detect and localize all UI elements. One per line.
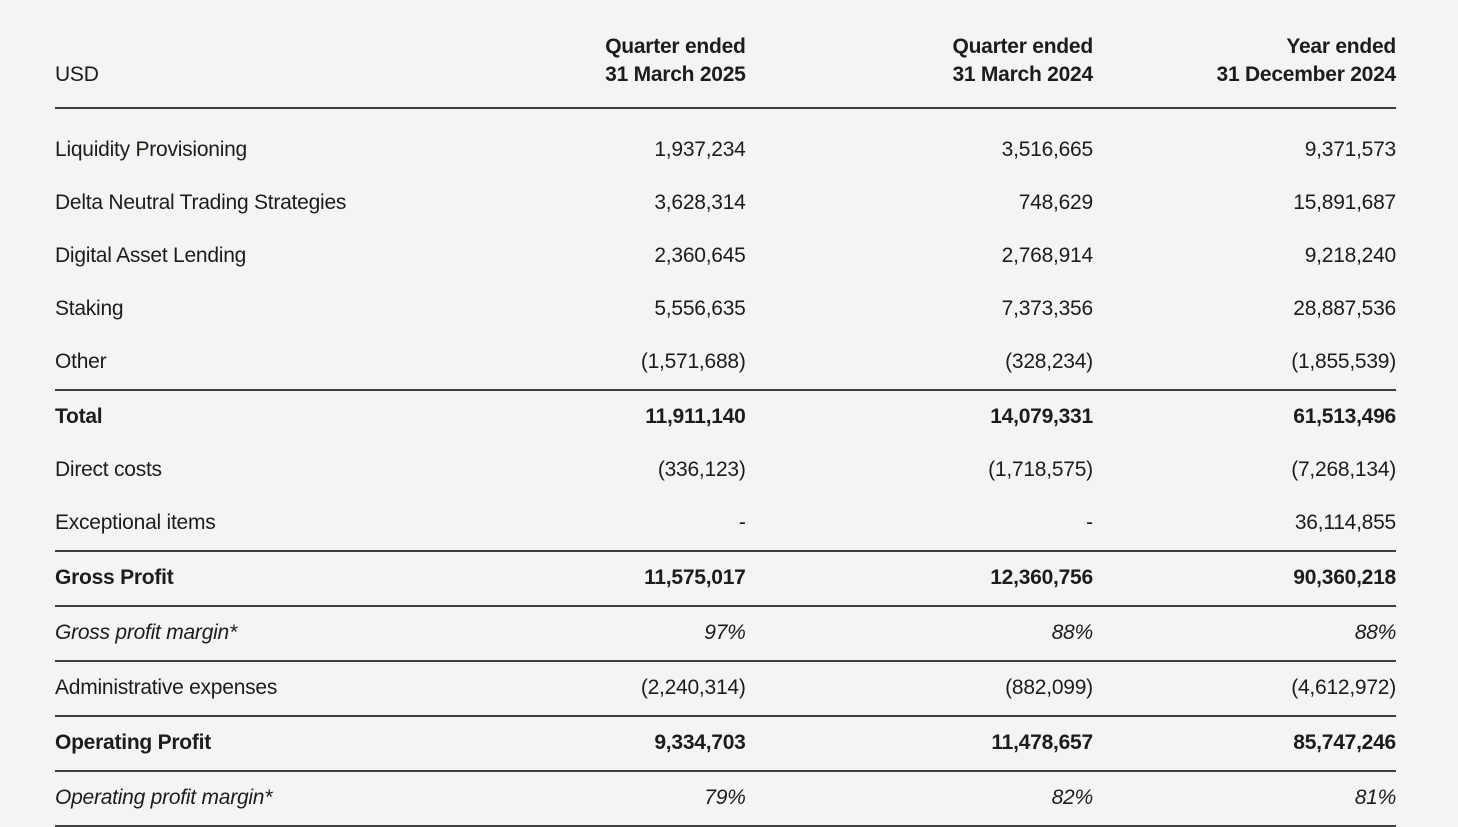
- row-label: Staking: [55, 297, 124, 320]
- column-header-line2: 31 March 2024: [952, 63, 1093, 86]
- row-value: 97%: [418, 606, 746, 662]
- table-row: Delta Neutral Trading Strategies 3,628,31…: [55, 177, 1396, 230]
- row-value: 88%: [745, 606, 1093, 662]
- row-value: -: [745, 497, 1093, 552]
- row-value: 82%: [745, 771, 1093, 827]
- row-label: Gross profit margin*: [55, 606, 419, 662]
- table-row: Gross Profit 11,575,017 12,360,756 90,360,2…: [55, 551, 1396, 607]
- row-value: (7,268,134): [1291, 458, 1396, 481]
- row-value: (1,571,688): [418, 336, 746, 391]
- row-label: Liquidity Provisioning: [55, 138, 247, 161]
- table-row: Direct costs (336,123) (1,718,575) (7,268,1…: [55, 444, 1396, 497]
- row-value: (328,234): [745, 336, 1093, 391]
- column-header-q1-2024: Quarter ended 31 March 2024: [745, 33, 1094, 109]
- row-value: 28,887,536: [1293, 297, 1396, 320]
- unit-label: USD: [55, 33, 419, 109]
- table-row: Liquidity Provisioning 1,937,234 3,516,665…: [55, 108, 1396, 177]
- table-row: Gross profit margin* 97% 88% 88%: [55, 606, 1396, 662]
- row-value: 1,937,234: [654, 138, 746, 161]
- row-value: 7,373,356: [1001, 297, 1094, 320]
- row-value: (2,240,314): [418, 661, 746, 717]
- row-value: 14,079,331: [990, 405, 1093, 428]
- table-row: Operating Profit 9,334,703 11,478,657 85,74…: [55, 716, 1396, 772]
- column-header-line2: 31 December 2024: [1216, 63, 1397, 86]
- row-value: 5,556,635: [654, 297, 746, 320]
- row-label: Exceptional items: [55, 497, 419, 552]
- row-label: Other: [55, 336, 419, 391]
- row-value: -: [418, 497, 746, 552]
- row-value: 3,628,314: [654, 191, 746, 214]
- column-header-line2: 31 March 2025: [605, 63, 746, 86]
- row-value: 85,747,246: [1092, 716, 1396, 772]
- column-header-fy-2024: Year ended 31 December 2024: [1092, 33, 1397, 109]
- column-header-q1-2025: Quarter ended 31 March 2025: [418, 33, 746, 109]
- row-value: (882,099): [745, 661, 1093, 717]
- row-value: 3,516,665: [1001, 138, 1094, 161]
- row-value: 88%: [1092, 606, 1396, 662]
- row-value: 2,360,645: [654, 244, 746, 267]
- row-label: Total: [55, 405, 103, 428]
- row-label: Operating Profit: [55, 716, 419, 772]
- header-row: USD Quarter ended 31 March 2025 Quarter …: [55, 33, 1397, 109]
- row-value: 2,768,914: [1001, 244, 1094, 267]
- row-label: Delta Neutral Trading Strategies: [55, 191, 347, 214]
- row-value: 61,513,496: [1293, 405, 1396, 428]
- column-header-line1: Year ended: [1286, 35, 1396, 58]
- row-value: 81%: [1092, 771, 1396, 827]
- table-row: Administrative expenses (2,240,314) (882,0…: [55, 661, 1396, 717]
- table-header: USD Quarter ended 31 March 2025 Quarter …: [55, 33, 1397, 109]
- row-label: Gross Profit: [55, 551, 419, 607]
- row-value: 11,911,140: [645, 405, 746, 428]
- table-row: Staking 5,556,635 7,373,356 28,887,536: [55, 283, 1396, 336]
- table-row: Total 11,911,140 14,079,331 61,513,496: [55, 390, 1396, 444]
- column-header-line1: Quarter ended: [605, 35, 746, 58]
- row-label: Operating profit margin*: [55, 771, 419, 827]
- row-value: 79%: [418, 771, 746, 827]
- income-statement-table: USD Quarter ended 31 March 2025 Quarter …: [55, 33, 1396, 827]
- row-value: (4,612,972): [1092, 661, 1396, 717]
- row-label: Digital Asset Lending: [55, 244, 247, 267]
- row-value: (1,718,575): [988, 458, 1093, 481]
- row-value: 11,575,017: [418, 551, 746, 607]
- table-body: Liquidity Provisioning 1,937,234 3,516,665…: [55, 108, 1396, 827]
- row-value: (336,123): [657, 458, 746, 481]
- row-value: 9,218,240: [1304, 244, 1397, 267]
- table-row: Exceptional items - -36,114,855: [55, 497, 1396, 552]
- table-row: Operating profit margin* 79% 82% 81%: [55, 771, 1396, 827]
- row-value: 90,360,218: [1092, 551, 1396, 607]
- row-value: 9,334,703: [418, 716, 746, 772]
- row-value: (1,855,539): [1092, 336, 1396, 391]
- row-value: 15,891,687: [1293, 191, 1396, 214]
- row-value: 36,114,855: [1092, 497, 1396, 552]
- table-row: Digital Asset Lending 2,360,645 2,768,914 9…: [55, 230, 1396, 283]
- row-value: 11,478,657: [745, 716, 1093, 772]
- row-value: 12,360,756: [745, 551, 1093, 607]
- row-value: 9,371,573: [1304, 138, 1397, 161]
- column-header-line1: Quarter ended: [952, 35, 1094, 58]
- row-label: Direct costs: [55, 458, 162, 481]
- row-label: Administrative expenses: [55, 661, 419, 717]
- row-value: 748,629: [1018, 191, 1093, 214]
- table-row: Other (1,571,688) (328,234) (1,855,539): [55, 336, 1396, 391]
